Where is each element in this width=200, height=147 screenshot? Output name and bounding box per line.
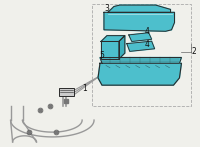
Polygon shape <box>108 5 171 12</box>
Polygon shape <box>98 63 181 85</box>
Polygon shape <box>101 41 119 59</box>
Polygon shape <box>127 41 155 51</box>
Text: 2: 2 <box>192 47 197 56</box>
Text: 5: 5 <box>100 51 104 60</box>
Text: 4: 4 <box>144 27 149 36</box>
Polygon shape <box>119 36 125 59</box>
Bar <box>59 88 74 96</box>
Polygon shape <box>100 57 181 63</box>
Bar <box>92 4 191 106</box>
Polygon shape <box>101 36 125 41</box>
Text: 3: 3 <box>105 4 109 13</box>
Polygon shape <box>104 12 174 31</box>
Text: 1: 1 <box>82 84 86 93</box>
Polygon shape <box>129 33 152 41</box>
Text: 4: 4 <box>144 40 149 49</box>
